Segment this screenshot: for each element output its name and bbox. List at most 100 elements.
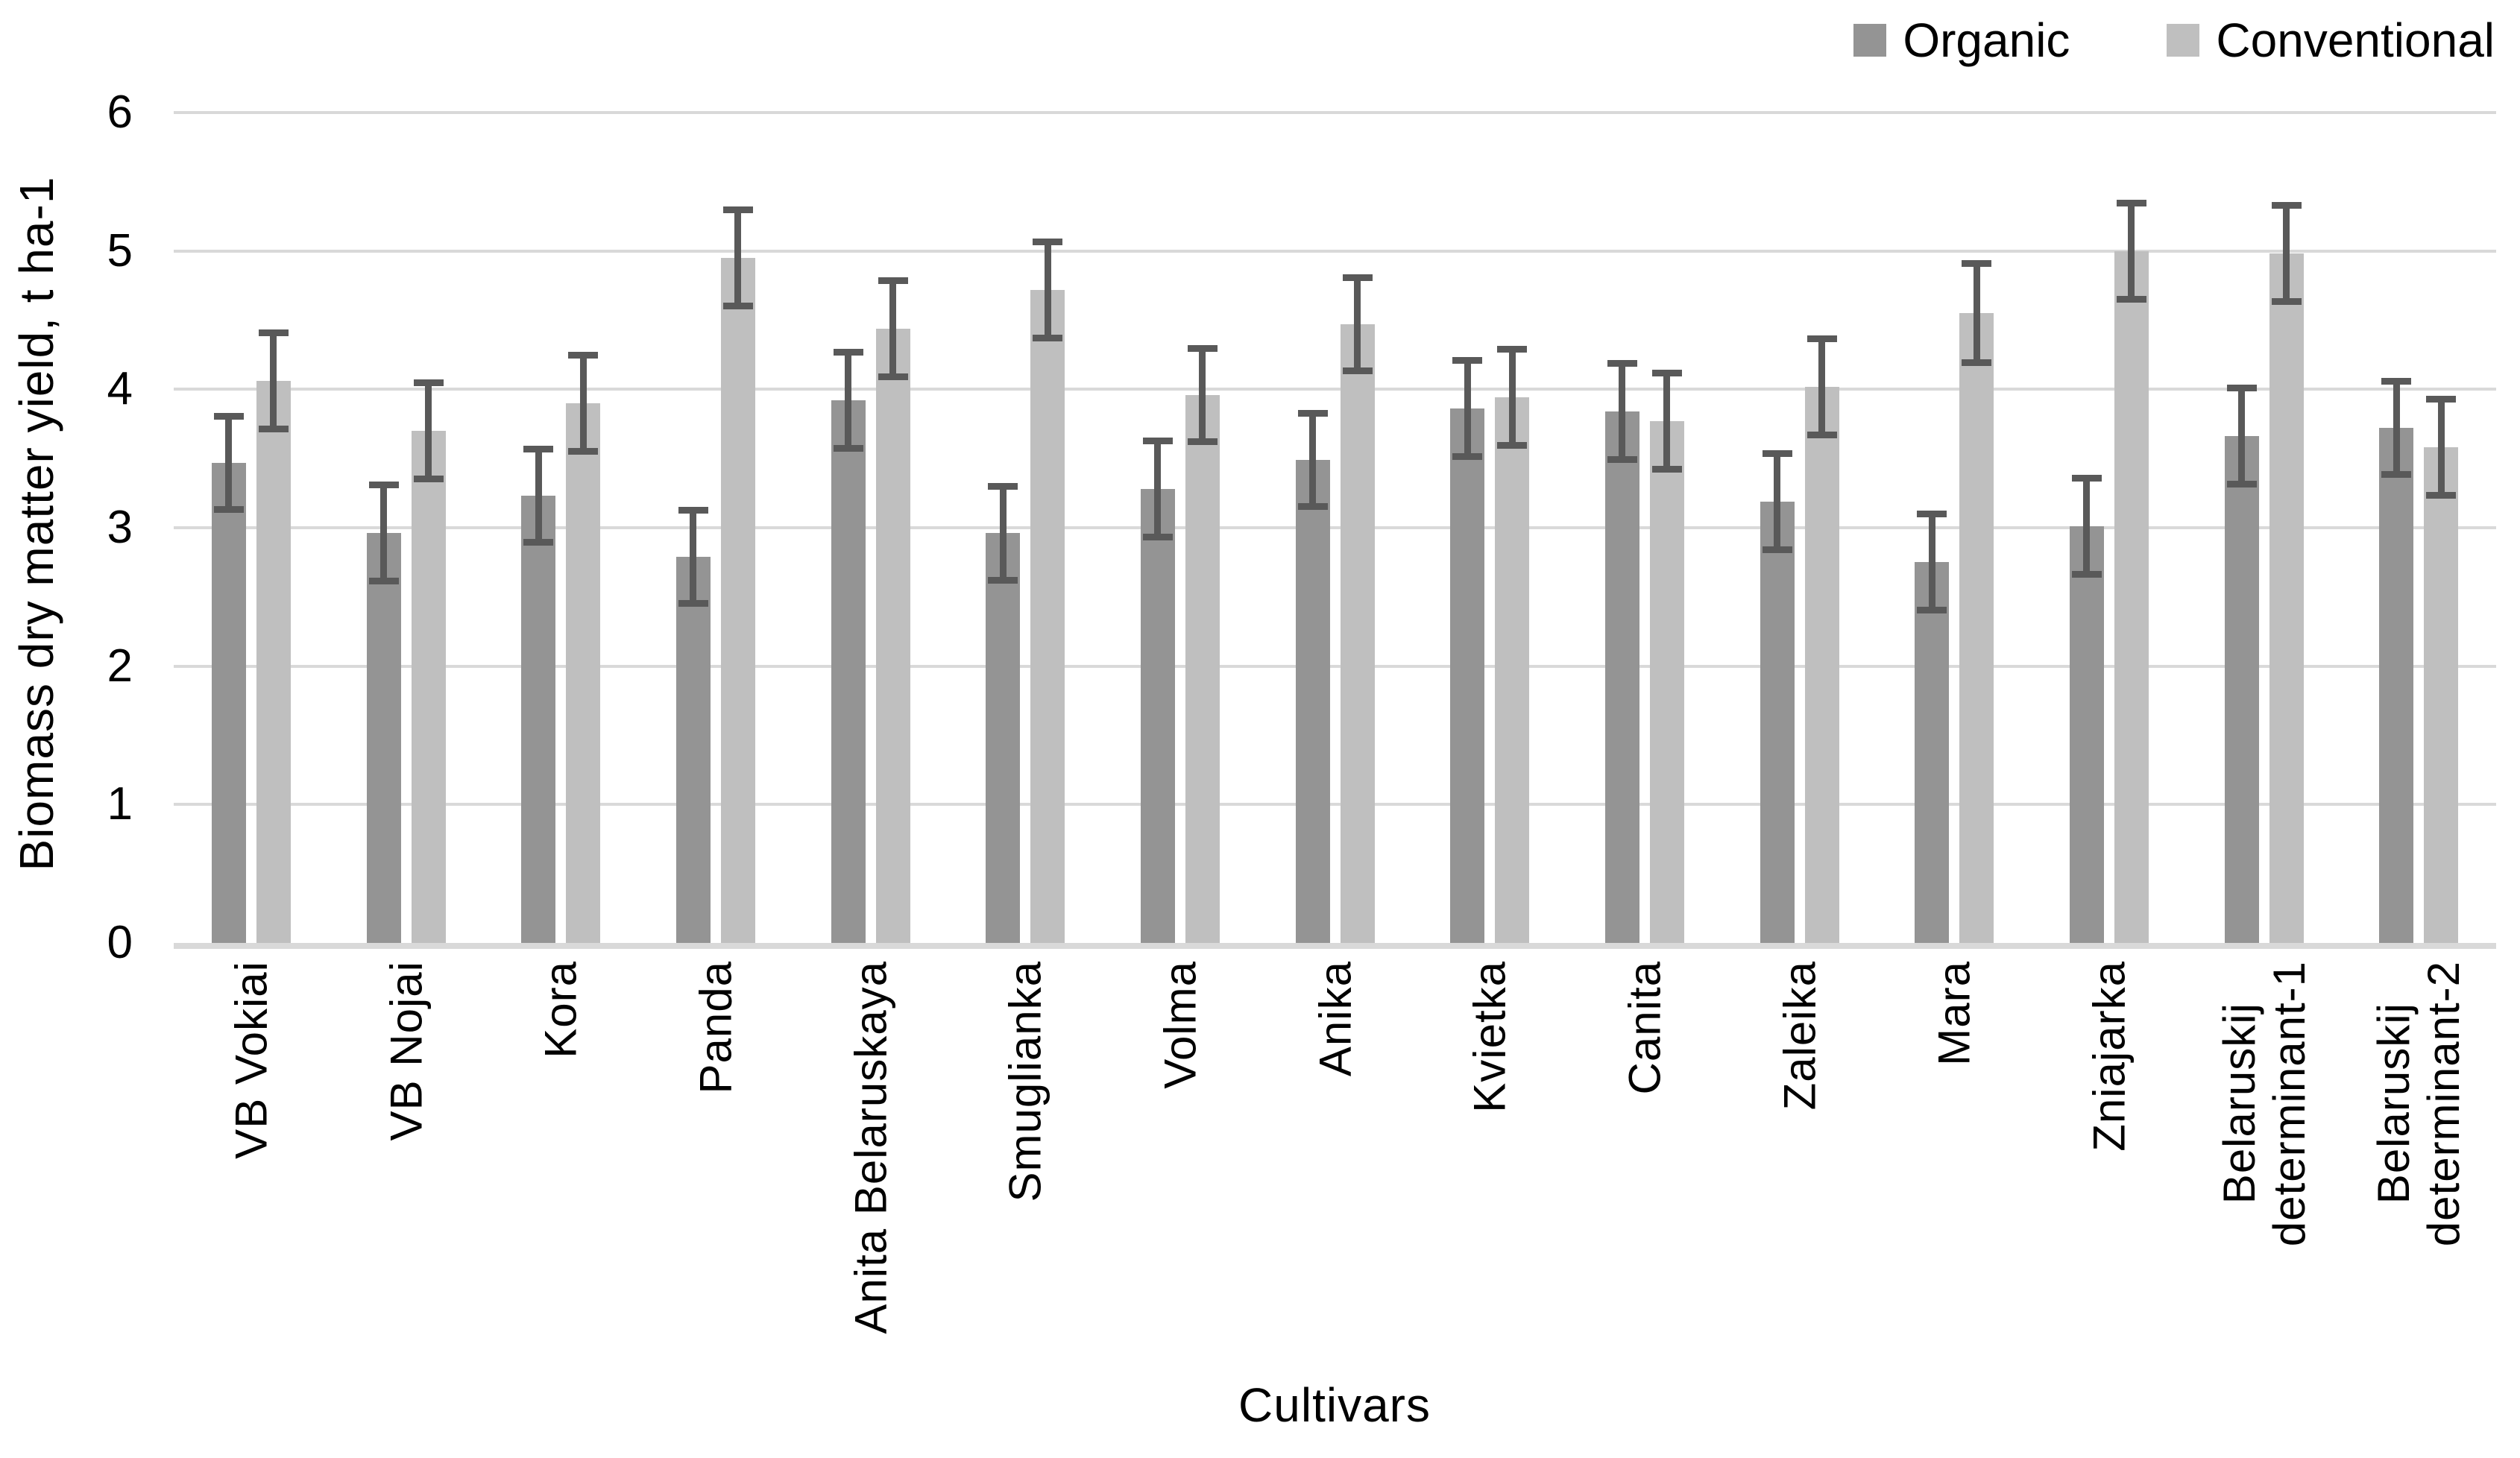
error-bar-line — [999, 486, 1007, 581]
error-bar-cap-bottom — [368, 578, 399, 585]
bar-organic — [1760, 501, 1795, 943]
bar-organic — [1295, 460, 1330, 943]
error-bar-line — [2083, 478, 2091, 575]
bar-conventional — [2424, 447, 2459, 943]
error-bar-cap-bottom — [1917, 607, 1947, 614]
error-bar-line — [535, 449, 542, 543]
x-tick-label: VB Vokiai — [226, 961, 276, 1163]
legend: Organic Conventional — [1853, 16, 2495, 64]
error-bar-line — [2437, 399, 2445, 496]
x-tick-label: VB Nojai — [381, 961, 431, 1144]
error-bar-cap-top — [213, 412, 244, 420]
gridline — [174, 111, 2496, 114]
error-bar-line — [1818, 338, 1825, 435]
x-tick-label: Kvietka — [1465, 961, 1515, 1117]
error-bar-line — [1309, 412, 1316, 508]
error-bar-cap-top — [2071, 475, 2102, 482]
error-bar-line — [1619, 363, 1626, 460]
legend-item-organic: Organic — [1853, 16, 2070, 64]
error-bar-line — [1154, 441, 1162, 537]
x-tick-label: Zniajarka — [2084, 961, 2134, 1155]
bar-organic — [2224, 436, 2259, 943]
error-bar-cap-top — [1962, 260, 1992, 268]
y-tick-label: 0 — [107, 917, 133, 968]
error-bar-cap-bottom — [1762, 546, 1792, 553]
error-bar-cap-top — [2116, 199, 2146, 206]
error-bar-cap-bottom — [213, 505, 244, 513]
error-bar-cap-top — [1607, 360, 1637, 367]
x-tick-label-text: Smuglianka — [1000, 961, 1050, 1202]
error-bar-line — [1199, 347, 1206, 442]
bar-conventional — [411, 431, 446, 943]
x-tick-label: Belaruskij determinant-2 — [2369, 961, 2469, 1250]
error-bar-line — [1774, 452, 1780, 550]
bar-conventional — [1959, 313, 1994, 943]
error-bar-cap-top — [678, 506, 708, 514]
error-bar-cap-bottom — [1651, 466, 1682, 473]
error-bar-cap-bottom — [1297, 503, 1328, 511]
error-bar-cap-top — [1342, 274, 1373, 281]
error-bar-cap-bottom — [1607, 456, 1637, 464]
bar-conventional — [2269, 253, 2304, 943]
error-bar-cap-top — [2226, 385, 2257, 392]
error-bar-cap-top — [2271, 202, 2302, 209]
bar-conventional — [566, 403, 601, 943]
error-bar-cap-bottom — [1187, 438, 1218, 445]
error-bar-cap-top — [833, 349, 863, 356]
error-bar-cap-bottom — [1452, 453, 1483, 461]
error-bar-line — [1928, 514, 1935, 611]
bar-conventional — [1030, 289, 1065, 943]
bar-organic — [831, 400, 866, 943]
error-bar-cap-bottom — [413, 476, 444, 483]
x-tick-label-text: Anika — [1309, 961, 1360, 1077]
bar-conventional — [1804, 386, 1839, 943]
error-bar-line — [270, 332, 277, 430]
error-bar-cap-top — [2381, 378, 2412, 385]
gridline — [174, 388, 2496, 391]
x-tick-label-text: Belaruskij determinant-2 — [2368, 961, 2469, 1247]
legend-label: Organic — [1903, 13, 2070, 67]
gridline — [174, 526, 2496, 529]
error-bar-cap-top — [1762, 449, 1792, 457]
error-bar-cap-bottom — [523, 539, 554, 546]
legend-label: Conventional — [2216, 13, 2495, 67]
y-tick-label: 5 — [107, 224, 133, 277]
bar-conventional — [720, 257, 755, 943]
x-tick-label: Volma — [1155, 961, 1205, 1093]
x-tick-label-text: Zaleika — [1774, 961, 1824, 1111]
bar-organic — [211, 462, 246, 943]
error-bar-line — [889, 280, 896, 377]
bar-organic — [1450, 408, 1485, 943]
error-bar-line — [1663, 373, 1671, 470]
error-bar-line — [579, 354, 587, 452]
error-bar-cap-top — [722, 206, 753, 213]
x-tick-label: Zaleika — [1774, 961, 1824, 1114]
error-bar-line — [1464, 360, 1471, 458]
bar-organic — [521, 496, 556, 943]
x-tick-label-text: VB Nojai — [380, 961, 431, 1141]
bar-organic — [2379, 428, 2414, 943]
error-bar-cap-bottom — [722, 302, 753, 309]
error-bar-cap-bottom — [1033, 334, 1063, 341]
error-bar-cap-top — [1651, 370, 1682, 377]
x-tick-label: Belaruskij determinant-1 — [2214, 961, 2313, 1250]
error-bar-line — [1354, 277, 1361, 372]
error-bar-cap-top — [1452, 357, 1483, 364]
x-tick-label-text: VB Vokiai — [226, 961, 277, 1159]
error-bar-cap-top — [1297, 409, 1328, 417]
x-tick-label-text: Canita — [1619, 961, 1670, 1095]
error-bar-line — [225, 415, 233, 510]
x-tick-label-text: Belaruskij determinant-1 — [2214, 961, 2314, 1247]
error-bar-cap-bottom — [1342, 367, 1373, 375]
error-bar-cap-bottom — [1962, 359, 1992, 367]
legend-swatch-icon — [1853, 24, 1887, 57]
error-bar-cap-top — [1033, 238, 1063, 245]
y-tick-label: 6 — [107, 86, 133, 138]
error-bar-cap-bottom — [1142, 533, 1173, 540]
error-bar-cap-top — [1142, 438, 1173, 445]
gridline — [174, 664, 2496, 668]
error-bar-line — [2128, 202, 2135, 300]
bar-organic — [1140, 489, 1175, 943]
error-bar-cap-bottom — [568, 447, 599, 455]
x-tick-label-text: Mara — [1929, 961, 1979, 1066]
